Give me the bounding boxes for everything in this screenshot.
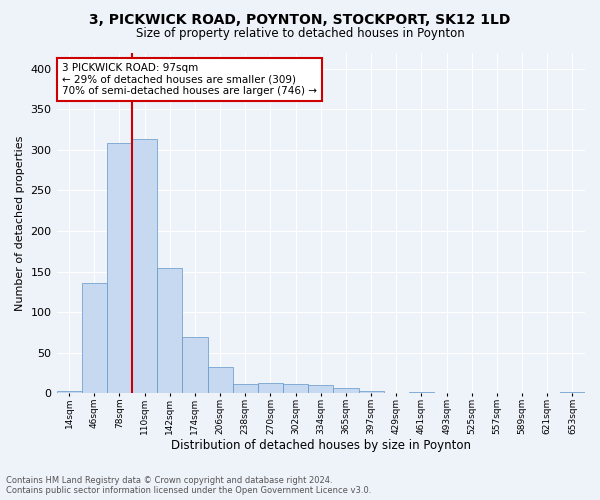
Bar: [182, 336, 208, 394]
Bar: [359, 391, 383, 394]
Text: 3, PICKWICK ROAD, POYNTON, STOCKPORT, SK12 1LD: 3, PICKWICK ROAD, POYNTON, STOCKPORT, SK…: [89, 12, 511, 26]
X-axis label: Distribution of detached houses by size in Poynton: Distribution of detached houses by size …: [171, 440, 471, 452]
Bar: [82, 283, 107, 394]
Bar: [157, 268, 182, 394]
Bar: [107, 144, 132, 394]
Bar: [283, 384, 308, 394]
Bar: [409, 392, 434, 394]
Y-axis label: Number of detached properties: Number of detached properties: [15, 136, 25, 310]
Text: 3 PICKWICK ROAD: 97sqm
← 29% of detached houses are smaller (309)
70% of semi-de: 3 PICKWICK ROAD: 97sqm ← 29% of detached…: [62, 62, 317, 96]
Bar: [334, 388, 359, 394]
Bar: [56, 391, 82, 394]
Bar: [208, 366, 233, 394]
Bar: [233, 384, 258, 394]
Text: Contains HM Land Registry data © Crown copyright and database right 2024.
Contai: Contains HM Land Registry data © Crown c…: [6, 476, 371, 495]
Text: Size of property relative to detached houses in Poynton: Size of property relative to detached ho…: [136, 28, 464, 40]
Bar: [258, 383, 283, 394]
Bar: [132, 140, 157, 394]
Bar: [308, 386, 334, 394]
Bar: [434, 392, 459, 394]
Bar: [560, 392, 585, 394]
